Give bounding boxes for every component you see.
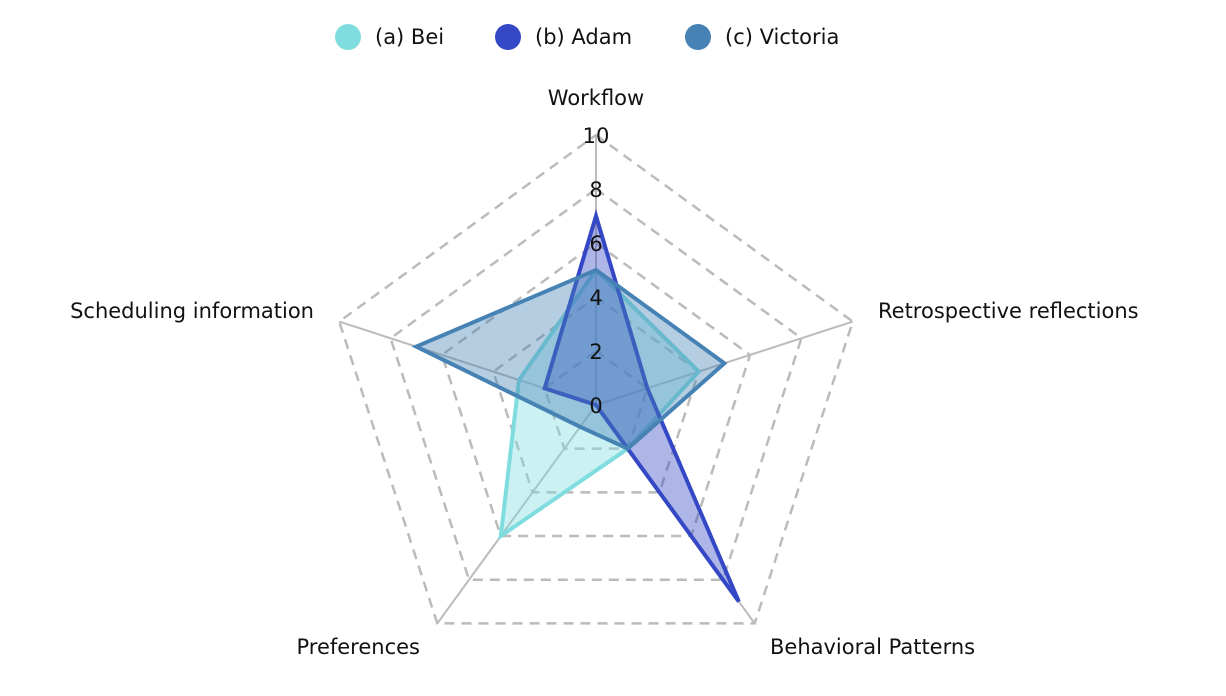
axis-label: Preferences: [296, 635, 420, 659]
grid-ring: [543, 349, 649, 450]
legend-marker: [335, 24, 361, 50]
r-tick-label: 0: [589, 394, 602, 418]
r-tick-label: 10: [583, 124, 610, 148]
r-tick-label: 2: [589, 340, 602, 364]
axis-label: Scheduling information: [70, 299, 314, 323]
legend-marker: [495, 24, 521, 50]
r-tick-label: 4: [589, 286, 602, 310]
axis-label: Behavioral Patterns: [770, 635, 975, 659]
grid-ring: [440, 241, 752, 538]
grid-ring: [491, 295, 701, 494]
axis-spoke: [436, 404, 597, 625]
r-tick-label: 8: [589, 178, 602, 202]
legend-label: (c) Victoria: [725, 25, 839, 49]
grid-ring: [337, 133, 855, 625]
series-2-polygon: [411, 267, 728, 452]
legend-label: (b) Adam: [535, 25, 632, 49]
r-tick-label: 6: [589, 232, 602, 256]
series-1-polygon: [542, 208, 741, 603]
axis-label: Retrospective reflections: [878, 299, 1139, 323]
series-0-polygon: [498, 266, 702, 541]
legend-marker: [685, 24, 711, 50]
axis-label: Workflow: [548, 86, 644, 110]
legend-label: (a) Bei: [375, 25, 444, 49]
grid-ring: [389, 187, 803, 581]
